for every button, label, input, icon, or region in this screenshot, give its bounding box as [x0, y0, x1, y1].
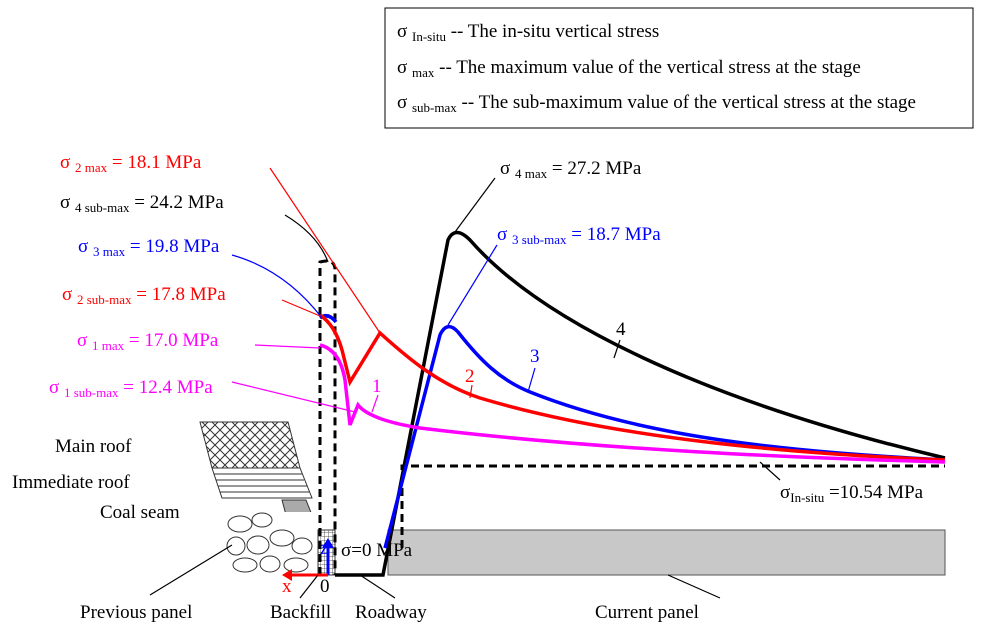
legend-entry: σ max -- The maximum value of the vertic… — [397, 57, 861, 80]
z-arrow — [322, 538, 334, 548]
leader-lines — [149, 167, 781, 599]
x-label: x — [282, 576, 292, 597]
legend-entry: σ sub-max -- The sub-maximum value of th… — [397, 92, 916, 115]
layer-label: Roadway — [355, 602, 427, 623]
x-arrow — [282, 569, 292, 581]
layer-label: Previous panel — [80, 602, 192, 623]
curve-label: 1 — [372, 376, 382, 397]
annotation: σIn-situ =10.54 MPa — [780, 482, 924, 505]
layer-label: Coal seam — [100, 502, 180, 523]
legend-box — [384, 7, 974, 129]
layer-label: Backfill — [270, 602, 331, 623]
main-roof — [199, 421, 301, 469]
origin-label: 0 — [320, 576, 330, 597]
curve-4 — [335, 230, 946, 577]
curve-4-backfill — [318, 259, 337, 575]
curve-1 — [319, 343, 946, 464]
annotation: σ 3 sub-max = 18.7 MPa — [497, 224, 661, 247]
legend-entry: σ In-situ -- The in-situ vertical stress — [397, 21, 659, 44]
annotation: σ 4 sub-max = 24.2 MPa — [60, 192, 224, 215]
layer-label: Main roof — [55, 436, 132, 457]
immediate-roof — [211, 467, 313, 499]
annotation: σ 2 max = 18.1 MPa — [60, 152, 202, 175]
annotation: σ 2 sub-max = 17.8 MPa — [62, 284, 226, 307]
current-panel — [387, 529, 946, 576]
annotation: σ 1 max = 17.0 MPa — [77, 330, 219, 353]
annotation: σ 3 max = 19.8 MPa — [78, 236, 220, 259]
layer-label: Immediate roof — [12, 472, 130, 493]
annotation: σ 1 sub-max = 12.4 MPa — [49, 377, 213, 400]
layer-label: Current panel — [595, 602, 699, 623]
annotations: σ 2 max = 18.1 MPa σ 4 sub-max = 24.2 MP… — [49, 152, 924, 505]
curve-label: 4 — [616, 319, 626, 340]
zero-stress-label: σ=0 MPa — [341, 540, 413, 561]
previous-panel — [225, 512, 318, 575]
curve-2 — [318, 313, 946, 462]
curve-label: 3 — [530, 346, 540, 367]
curve-label: 2 — [465, 366, 475, 387]
annotation: σ 4 max = 27.2 MPa — [500, 158, 642, 181]
z-label: z — [320, 538, 328, 559]
